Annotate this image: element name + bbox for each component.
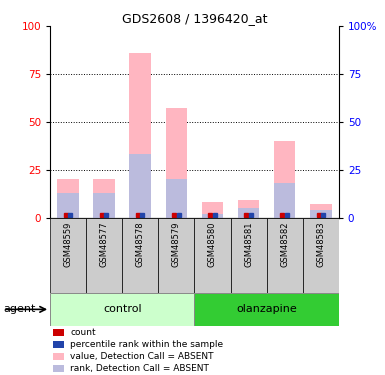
Text: GSM48580: GSM48580 <box>208 221 217 267</box>
Bar <box>238 200 259 217</box>
Bar <box>53 353 65 360</box>
Text: olanzapine: olanzapine <box>236 304 297 314</box>
Bar <box>57 179 79 218</box>
Bar <box>238 208 259 218</box>
Bar <box>129 154 151 218</box>
Bar <box>274 183 296 218</box>
Bar <box>57 193 79 217</box>
Bar <box>50 292 194 326</box>
Text: GSM48579: GSM48579 <box>172 221 181 267</box>
Text: control: control <box>103 304 142 314</box>
Text: value, Detection Call = ABSENT: value, Detection Call = ABSENT <box>70 352 214 361</box>
Bar <box>94 179 115 218</box>
Bar <box>86 217 122 292</box>
Bar <box>310 210 331 218</box>
Text: GSM48581: GSM48581 <box>244 221 253 267</box>
Bar <box>303 217 339 292</box>
Title: GDS2608 / 1396420_at: GDS2608 / 1396420_at <box>122 12 267 25</box>
Bar <box>53 341 65 348</box>
Text: agent: agent <box>4 304 36 314</box>
Bar <box>202 214 223 217</box>
Text: GSM48582: GSM48582 <box>280 221 289 267</box>
Bar <box>158 217 194 292</box>
Text: rank, Detection Call = ABSENT: rank, Detection Call = ABSENT <box>70 364 209 374</box>
Text: count: count <box>70 328 96 337</box>
Bar <box>50 217 86 292</box>
Bar <box>194 292 339 326</box>
Bar <box>122 217 158 292</box>
Text: GSM48577: GSM48577 <box>100 221 109 267</box>
Bar <box>310 204 331 218</box>
Bar <box>231 217 266 292</box>
Bar <box>166 179 187 218</box>
Bar <box>266 217 303 292</box>
Bar <box>202 202 223 217</box>
Bar <box>53 329 65 336</box>
Bar <box>129 53 151 217</box>
Text: percentile rank within the sample: percentile rank within the sample <box>70 340 223 349</box>
Text: GSM48578: GSM48578 <box>136 221 145 267</box>
Text: GSM48559: GSM48559 <box>64 221 73 267</box>
Text: GSM48583: GSM48583 <box>316 221 325 267</box>
Bar <box>194 217 231 292</box>
Bar <box>94 193 115 217</box>
Bar <box>53 366 65 372</box>
Bar <box>274 141 296 218</box>
Bar <box>166 108 187 217</box>
